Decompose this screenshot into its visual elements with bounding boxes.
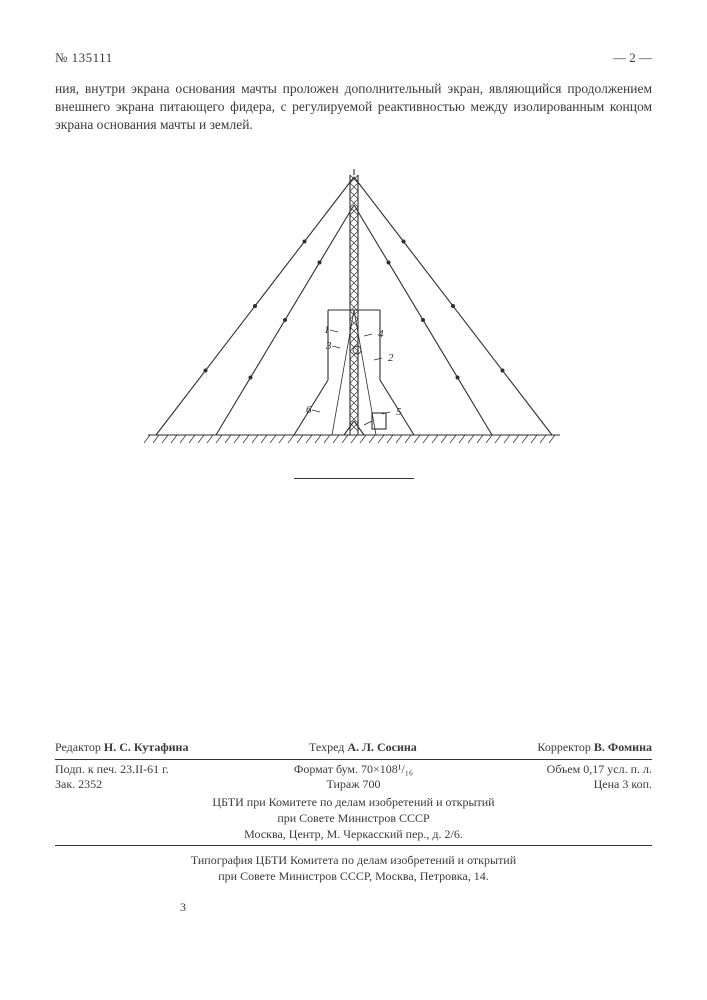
order-num: Зак. 2352 xyxy=(55,777,254,792)
tech-label: Техред xyxy=(309,740,344,754)
tech-name: А. Л. Сосина xyxy=(347,740,416,754)
page-number: — 2 — xyxy=(613,50,652,66)
sheet-number: 3 xyxy=(180,900,186,915)
figure-rule xyxy=(294,478,414,479)
footer-rule-1 xyxy=(55,759,652,760)
corr-label: Корректор xyxy=(537,740,591,754)
paper-format: Формат бум. 70×108¹/₁₆ xyxy=(254,762,453,777)
corrector: Корректор В. Фомина xyxy=(537,740,652,755)
org-line-2: при Совете Министров СССР xyxy=(55,810,652,826)
typography-1: Типография ЦБТИ Комитета по делам изобре… xyxy=(55,852,652,868)
imprint-footer: Редактор Н. С. Кутафина Техред А. Л. Сос… xyxy=(55,740,652,884)
editor-name: Н. С. Кутафина xyxy=(104,740,189,754)
footer-rule-2 xyxy=(55,845,652,846)
body-paragraph: ния, внутри экрана основания мачты проло… xyxy=(55,80,652,135)
svg-text:3: 3 xyxy=(325,340,332,352)
antenna-figure: 1 3 42 5 6 xyxy=(55,165,652,479)
org-line-1: ЦБТИ при Комитете по делам изобретений и… xyxy=(55,794,652,810)
org-address: Москва, Центр, М. Черкасский пер., д. 2/… xyxy=(55,826,652,842)
volume: Объем 0,17 усл. п. л. xyxy=(453,762,652,777)
corr-name: В. Фомина xyxy=(594,740,652,754)
svg-text:5: 5 xyxy=(396,406,402,418)
svg-text:6: 6 xyxy=(306,404,312,416)
typography-2: при Совете Министров СССР, Москва, Петро… xyxy=(55,868,652,884)
sign-date: Подп. к печ. 23.II-61 г. xyxy=(55,762,254,777)
svg-text:1: 1 xyxy=(324,324,330,336)
price: Цена 3 коп. xyxy=(453,777,652,792)
doc-number: № 135111 xyxy=(55,50,113,66)
editor: Редактор Н. С. Кутафина xyxy=(55,740,188,755)
svg-text:2: 2 xyxy=(388,352,394,364)
svg-text:4: 4 xyxy=(378,328,384,340)
editor-label: Редактор xyxy=(55,740,101,754)
techred: Техред А. Л. Сосина xyxy=(309,740,417,755)
tirage: Тираж 700 xyxy=(254,777,453,792)
